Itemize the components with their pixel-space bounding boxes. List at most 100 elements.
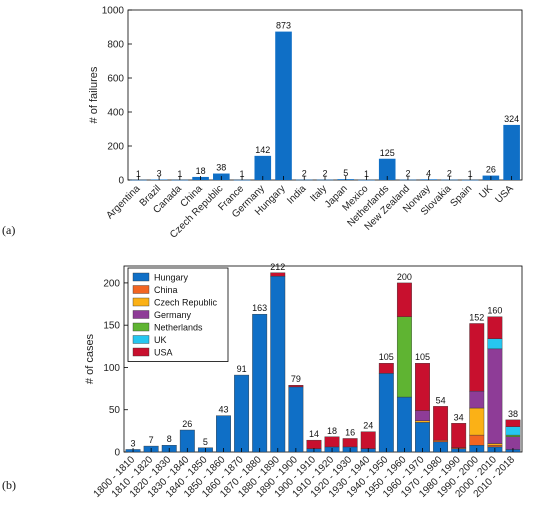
- bar: [275, 31, 292, 181]
- x-tick-label: India: [285, 183, 308, 206]
- data-label: 873: [276, 21, 291, 31]
- data-label: 54: [436, 395, 446, 405]
- data-label: 7: [149, 435, 154, 445]
- bar-segment: [396, 316, 412, 398]
- bar: [461, 179, 479, 181]
- data-label: 14: [309, 429, 319, 439]
- legend-swatch: [132, 335, 150, 344]
- failures-by-country-chart: 020040060080010001Argentina3Brazil1Canad…: [2, 6, 523, 241]
- data-label: 324: [504, 114, 519, 124]
- data-label: 1: [364, 169, 369, 179]
- data-label: 125: [380, 148, 395, 158]
- bar-segment: [270, 272, 286, 277]
- data-label: 2: [322, 169, 327, 179]
- y-tick-label: 0: [114, 448, 120, 459]
- bar: [130, 179, 147, 181]
- plot-frame: [127, 9, 523, 181]
- bar-segment: [270, 275, 286, 453]
- legend-item-label: China: [154, 285, 178, 295]
- y-tick-label: 400: [107, 108, 124, 119]
- bar: [233, 179, 251, 181]
- data-label: 26: [182, 419, 192, 429]
- data-label: 38: [508, 409, 518, 419]
- bar-segment: [360, 431, 376, 449]
- bar-segment: [433, 439, 449, 443]
- data-label: 8: [167, 434, 172, 444]
- y-axis-label: # of cases: [84, 333, 96, 384]
- bar-segment: [415, 422, 430, 453]
- legend-swatch: [132, 347, 150, 357]
- data-label: 24: [363, 421, 373, 431]
- data-label: 3: [131, 438, 136, 448]
- bar-segment: [469, 323, 485, 392]
- data-label: 38: [216, 163, 226, 173]
- bar-segment: [415, 410, 430, 421]
- data-label: 142: [255, 145, 270, 155]
- bar-segment: [487, 338, 503, 350]
- data-label: 2: [447, 169, 452, 179]
- data-label: 1: [177, 169, 182, 179]
- data-label: 105: [415, 352, 430, 362]
- panel-label: (b): [2, 478, 16, 492]
- bar-segment: [396, 396, 412, 453]
- data-label: 34: [454, 412, 464, 422]
- bar: [171, 179, 189, 181]
- data-label: 2: [405, 169, 410, 179]
- bar-segment: [378, 363, 394, 374]
- bar-segment: [288, 385, 304, 388]
- data-label: 5: [203, 437, 208, 447]
- data-label: 79: [291, 374, 301, 384]
- legend-item-label: UK: [154, 335, 167, 345]
- x-tick-label: USA: [493, 183, 516, 206]
- bar-segment: [415, 420, 430, 423]
- bar-segment: [487, 443, 503, 446]
- plot-frame: [123, 265, 523, 453]
- data-label: 4: [426, 168, 431, 178]
- bar-segment: [487, 316, 503, 339]
- bar: [503, 124, 520, 180]
- data-label: 200: [397, 272, 412, 282]
- bar-segment: [396, 282, 412, 317]
- data-label: 2: [302, 169, 307, 179]
- bar: [254, 155, 272, 180]
- bar-segment: [451, 423, 467, 448]
- data-label: 105: [379, 352, 394, 362]
- y-tick-label: 100: [103, 363, 120, 374]
- bar: [358, 179, 375, 181]
- y-tick-label: 800: [107, 40, 124, 51]
- data-label: 43: [218, 405, 228, 415]
- bar-segment: [342, 438, 358, 448]
- y-tick-label: 50: [109, 405, 121, 416]
- y-axis-label: # of failures: [88, 66, 100, 123]
- bar-segment: [469, 434, 485, 446]
- legend-swatch: [132, 310, 150, 319]
- data-label: 18: [327, 426, 337, 436]
- bar-segment: [415, 363, 430, 411]
- legend-swatch: [132, 285, 150, 294]
- bar-segment: [378, 373, 394, 453]
- bar-segment: [324, 436, 340, 448]
- legend-swatch: [132, 272, 150, 282]
- bar-segment: [252, 313, 268, 453]
- legend-item-label: USA: [154, 348, 173, 358]
- bar-segment: [487, 348, 503, 444]
- y-tick-label: 200: [107, 142, 124, 153]
- bar-segment: [487, 445, 503, 448]
- bar-segment: [505, 419, 521, 427]
- bar-segment: [234, 374, 250, 453]
- bar-segment: [469, 407, 485, 436]
- bar-segment: [469, 390, 485, 409]
- data-label: 160: [487, 306, 502, 316]
- bar-segment: [505, 426, 521, 436]
- data-label: 1: [136, 169, 141, 179]
- bar-segment: [505, 434, 521, 437]
- data-label: 18: [196, 166, 206, 176]
- data-label: 1: [240, 169, 245, 179]
- data-label: 16: [345, 427, 355, 437]
- x-tick-label: Argentina: [104, 183, 142, 221]
- x-tick-label: Spain: [448, 183, 474, 209]
- data-label: 163: [252, 303, 267, 313]
- bar-segment: [288, 386, 304, 453]
- y-tick-label: 0: [118, 176, 124, 187]
